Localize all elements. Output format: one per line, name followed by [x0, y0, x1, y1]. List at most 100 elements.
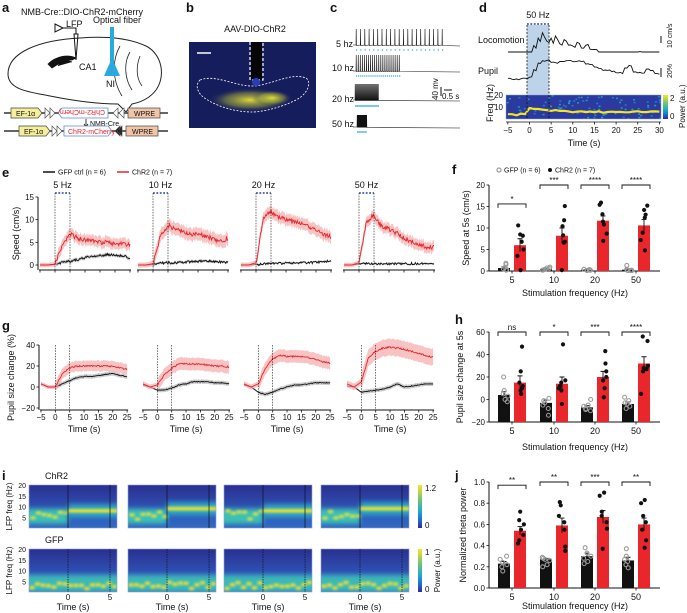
subplot: 20 Hz [240, 180, 332, 273]
gfp-data-point [622, 394, 628, 400]
error-bar [559, 517, 565, 533]
power-blob [73, 583, 79, 588]
spectrogram [321, 485, 409, 528]
stim-label: 50 Hz [526, 10, 550, 20]
spectrogram-speckle [544, 101, 547, 104]
gfp-data-point [627, 403, 633, 409]
gfp-sem-band [40, 251, 130, 267]
lfp-label: LFP [66, 19, 83, 29]
spectrogram-speckle [542, 104, 545, 107]
stim-window-lines [358, 193, 375, 270]
chr2-data-point [601, 238, 606, 243]
power-blob [95, 583, 101, 587]
spectrogram-frame [28, 548, 118, 593]
spectrogram-speckle [576, 112, 579, 114]
spectrogram-speckle [596, 102, 599, 105]
chr2-data-point [601, 378, 606, 383]
power-blob [246, 582, 252, 586]
chr2-data-point [563, 544, 568, 549]
wpre-box [127, 107, 161, 119]
chr2-mean-line [142, 362, 230, 388]
low-freq-band [29, 574, 117, 592]
chr2-data-point [517, 538, 522, 543]
wpre-label: WPRE [132, 129, 153, 136]
power-blob [128, 583, 134, 587]
spectrogram-speckle [600, 96, 603, 98]
stim-window-lines [54, 193, 71, 270]
gfp-data-point [588, 553, 594, 559]
power-blob [348, 585, 355, 589]
spectrogram-speckle [557, 106, 560, 109]
voltage-trace [353, 114, 461, 129]
power-blob [35, 511, 42, 515]
freq-axis-label: Freq (Hz) [485, 84, 495, 122]
spectrogram [128, 485, 216, 528]
y-tick-label: 0.8 [474, 499, 486, 508]
legend-gfp: GFP ctrl (n = 6) [58, 170, 106, 177]
y-axis-label: Pupil size change at 5s [455, 330, 465, 423]
chr2-bar [597, 220, 609, 271]
chr2-sem-band [40, 227, 130, 268]
power-blob [133, 583, 140, 587]
chr2-bar [556, 235, 568, 271]
chr2-data-point [645, 338, 650, 344]
chr2-data-point [515, 541, 521, 546]
colorbar [418, 549, 422, 592]
colorbar-tick: 1 [425, 548, 430, 557]
stim-shading [527, 25, 549, 95]
chr2-data-point [518, 388, 523, 393]
colorbar [418, 485, 422, 528]
legend-chr2: ChR2 (n = 7) [132, 170, 172, 177]
spectrogram-speckle [586, 96, 589, 99]
power-blob [381, 583, 388, 588]
power-blob [29, 585, 35, 590]
spectrogram-speckle [509, 98, 512, 100]
promoter-label: EF-1α [24, 129, 43, 136]
spectrogram [506, 95, 661, 119]
gfp-bar [622, 560, 634, 588]
x-tick-label: 5 [108, 593, 113, 602]
spectrogram-speckle [527, 98, 530, 101]
x-tick-label: 20 [311, 413, 320, 422]
power-blob [139, 584, 145, 588]
power-blob [144, 581, 151, 586]
x-tick-label: 5 [67, 413, 72, 422]
loxp-sites [51, 125, 63, 137]
colorbar-label: Power (a.u.) [678, 84, 687, 128]
spectrogram-speckle [598, 105, 601, 108]
colorbar-tick: 0 [670, 112, 675, 121]
theta-band-post [360, 506, 409, 511]
gfp-data-point [503, 267, 509, 273]
spectrogram-speckle [583, 118, 586, 119]
spectrogram-speckle [575, 98, 578, 100]
power-blob [258, 509, 264, 513]
spectrogram-speckle [631, 108, 634, 111]
category-label: 20 [590, 592, 600, 602]
spectrogram-speckle [588, 107, 591, 110]
gfp-data-point [500, 568, 506, 574]
spectrogram-speckle [602, 114, 605, 117]
chr2-bar [597, 377, 609, 422]
chr2-data-point [563, 548, 568, 554]
chr2-data-point [519, 344, 525, 349]
spectrogram-speckle [633, 98, 636, 101]
y-axis-label: Pupil size change (%) [6, 334, 16, 421]
spectrogram-speckle [598, 108, 601, 111]
y-tick-label: 10 [18, 505, 26, 512]
power-blob [252, 512, 259, 516]
x-tick-label: 10 [80, 413, 89, 422]
spectrogram-speckle [548, 97, 551, 99]
x-axis-label: Time (s) [156, 602, 189, 612]
y-tick-label: 0 [481, 396, 486, 405]
x-tick-label: 0 [527, 126, 532, 135]
panel-c-traces: 5 hz 10 hz 20 hz 50 hz 40 mv 0.5 s [332, 28, 461, 133]
power-blob [290, 583, 296, 587]
significance-bracket [497, 484, 527, 490]
spectrogram-speckle [542, 113, 545, 116]
y-tick-label: −20 [21, 404, 35, 413]
chr2-data-point [642, 215, 647, 220]
spectrogram-speckle [593, 109, 596, 111]
panel-f-legend: GFP (n = 6) ChR2 (n = 7) [496, 167, 595, 175]
chr2-data-point [602, 490, 607, 495]
power-blob [279, 584, 285, 589]
